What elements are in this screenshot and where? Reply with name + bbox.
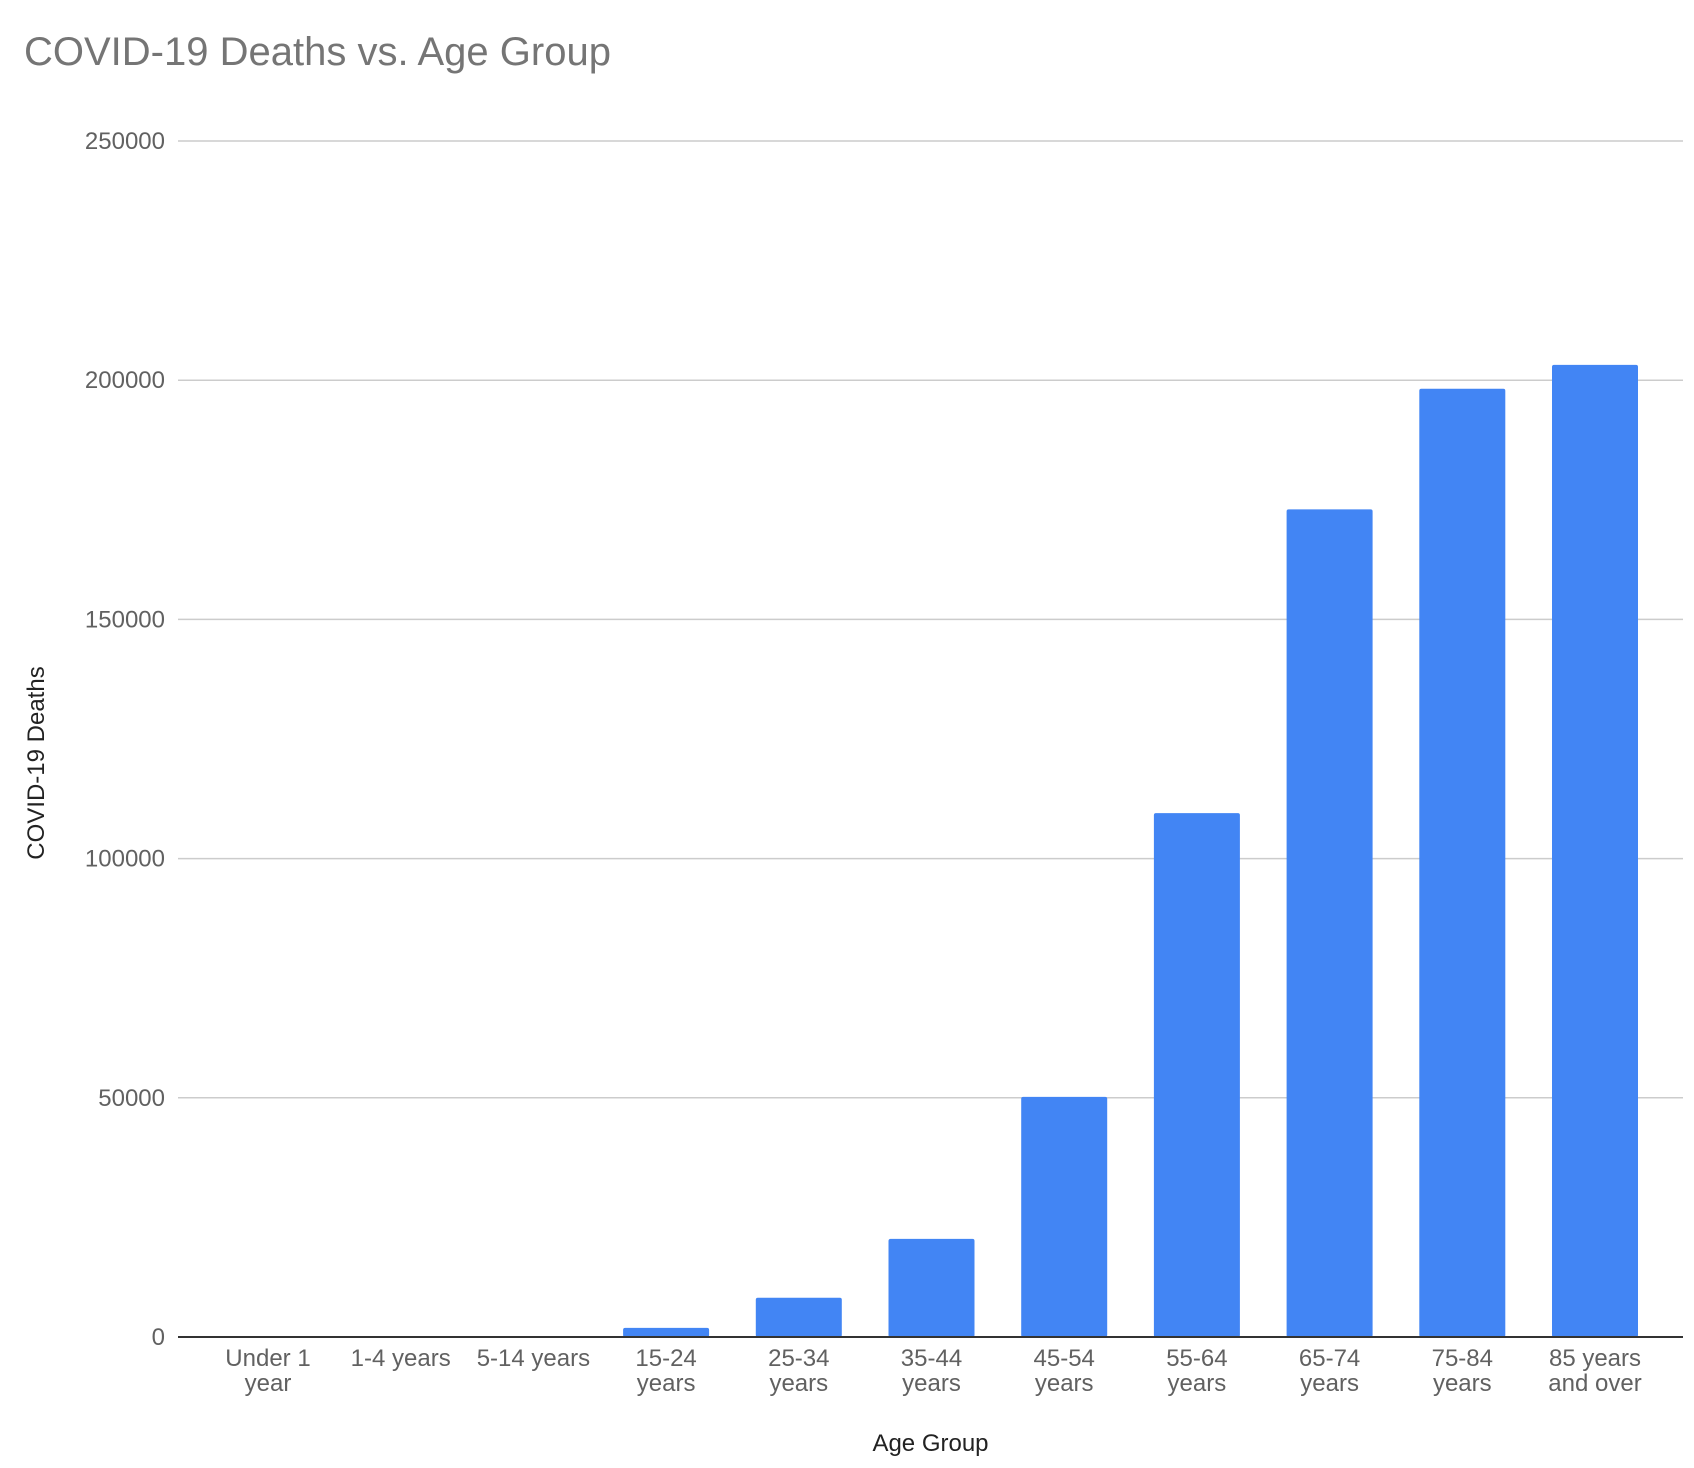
bars	[225, 364, 1638, 1338]
bar	[1419, 388, 1506, 1338]
bar	[755, 1297, 842, 1337]
x-tick-label: 45-54 years	[1034, 1345, 1095, 1397]
bar	[888, 1238, 975, 1337]
bar	[623, 1327, 710, 1337]
y-tick-label: 0	[152, 1324, 165, 1351]
x-axis-title: Age Group	[872, 1430, 988, 1457]
bar	[1286, 509, 1373, 1337]
x-tick-label: 75-84 years	[1432, 1345, 1493, 1397]
y-tick-label: 150000	[85, 606, 165, 633]
x-tick-label: 65-74 years	[1299, 1345, 1360, 1397]
x-tick-label: 5-14 years	[477, 1345, 590, 1372]
y-tick-label: 100000	[85, 846, 165, 873]
x-tick-label: 15-24 years	[635, 1345, 696, 1397]
bar	[1552, 364, 1638, 1337]
y-axis-title: COVID-19 Deaths	[23, 666, 50, 859]
y-tick-label: 200000	[85, 367, 165, 394]
x-tick-label: 55-64 years	[1166, 1345, 1227, 1397]
y-tick-label: 250000	[85, 128, 165, 155]
chart-title: COVID-19 Deaths vs. Age Group	[24, 30, 611, 74]
bar	[1021, 1096, 1108, 1337]
x-tick-label: 25-34 years	[768, 1345, 829, 1397]
y-tick-label: 50000	[98, 1085, 165, 1112]
x-tick-label: 35-44 years	[901, 1345, 962, 1397]
y-axis-ticks: 0 50000 100000 150000 200000 250000	[85, 128, 165, 1351]
x-axis-ticks: Under 1 year 1-4 years 5-14 years 15-24 years…	[225, 1345, 1641, 1397]
x-tick-label: Under 1 year	[225, 1345, 310, 1397]
x-tick-label: 1-4 years	[351, 1345, 451, 1372]
bar	[1153, 813, 1240, 1337]
x-tick-label: 85 years and over	[1548, 1345, 1641, 1397]
